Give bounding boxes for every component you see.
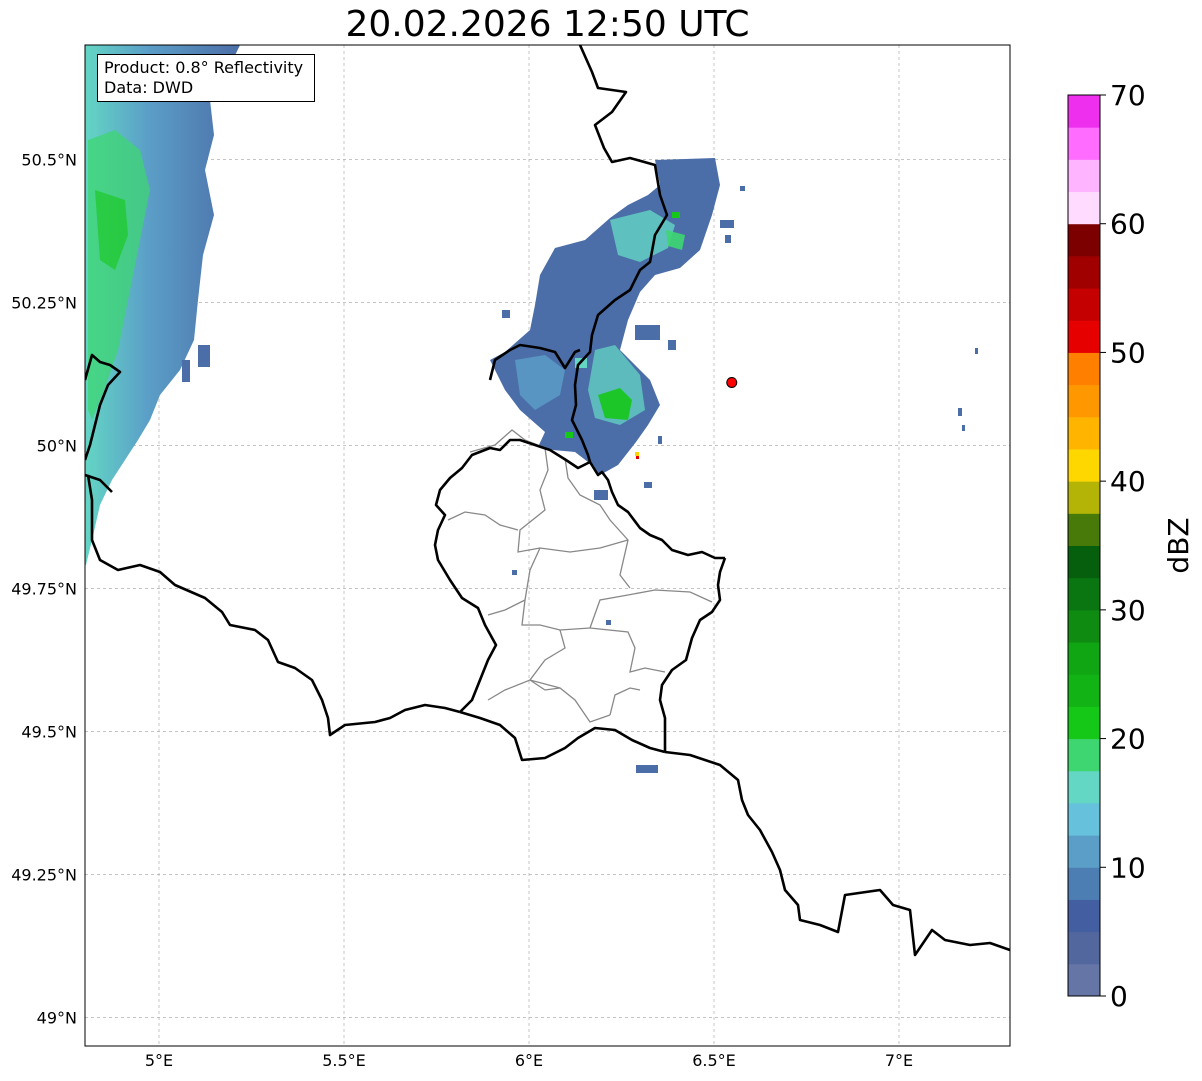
map-frame [84,44,1011,1047]
echo-fleck [962,425,965,431]
colorbar-segment [1068,481,1100,514]
lat-tick-label: 50.25°N [11,293,77,312]
lat-tick-label: 49.25°N [11,865,77,884]
lat-tick-label: 49.5°N [21,722,77,741]
colorbar-segment [1068,931,1100,965]
colorbar-segment [1068,384,1100,418]
country-borders [85,45,1010,957]
echo-fleck [635,325,660,340]
lat-tick-label: 50°N [37,436,77,455]
echo-fleck [658,436,662,444]
colorbar-segment [1068,223,1100,257]
colorbar-segment [1068,127,1100,160]
colorbar-segment [1068,577,1100,611]
border-belgium-netherlands [85,473,113,493]
colorbar-segment [1068,416,1100,450]
echo-fleck [720,220,734,228]
colorbar-segment [1068,320,1100,353]
colorbar-segment [1068,448,1100,482]
echo-fleck [958,408,962,416]
colorbar-tick-label: 60 [1110,208,1146,241]
border-france-germany [664,750,1010,957]
colorbar-tick-label: 40 [1110,465,1146,498]
echo-west-strong [95,190,128,270]
colorbar-segment [1068,963,1100,997]
colorbar-segment [1068,545,1100,579]
colorbar-segment [1068,706,1100,740]
lat-tick-label: 50.5°N [21,150,77,169]
colorbar-tick-label: 10 [1110,851,1146,884]
echo-fleck [502,310,510,318]
radar-site-marker [726,376,738,388]
product-label: Product: 0.8° Reflectivity [104,58,304,77]
echo-fleck [740,186,745,191]
echo-fleck [512,570,517,575]
border-west-edge [85,353,122,461]
lat-tick-label: 49°N [37,1008,77,1027]
map-background [85,45,1010,1046]
lon-tick-label: 5°E [145,1051,173,1070]
colorbar-segment [1068,255,1100,289]
echo-fleck-green [565,432,573,438]
colorbar-segment [1068,159,1100,193]
colorbar-segment [1068,835,1100,868]
echo-central-cyan [515,355,565,410]
lon-tick-label: 6.5°E [692,1051,736,1070]
colorbar-segment [1068,609,1100,643]
colorbar-segment [1068,191,1100,225]
colorbar-segment [1068,288,1100,321]
echo-fleck [644,482,652,488]
colorbar-segment [1068,513,1100,546]
colorbar-segment [1068,674,1100,707]
colorbar: 0 10 20 30 40 50 60 70 dBZ [1067,79,1195,1013]
lon-tick-label: 7°E [885,1051,913,1070]
border-luxembourg-france [459,710,666,762]
echo-central-green [598,388,632,420]
radar-echoes [85,45,978,773]
border-belgium-germany-north [488,343,581,381]
colorbar-segment [1068,95,1100,128]
canton-borders [447,429,713,723]
colorbar-segment [1068,899,1100,933]
colorbar-segment [1068,802,1100,836]
lat-tick-label: 49.75°N [11,579,77,598]
echo-fleck-red [636,456,639,459]
data-source-label: Data: DWD [104,78,194,97]
colorbar-tick-label: 20 [1110,723,1146,756]
echo-fleck [606,620,611,625]
colorbar-tick-label: 30 [1110,594,1146,627]
colorbar-segment [1068,738,1100,772]
colorbar-label: dBZ [1162,517,1195,573]
echo-central-cyan [610,210,675,262]
echo-central-green [666,230,685,250]
colorbar-tick-label: 50 [1110,336,1146,369]
border-belgium-france [86,474,461,737]
echo-fleck-yellow [635,452,639,456]
echo-west-fleck [182,360,190,382]
colorbar-tick-label: 70 [1110,79,1146,112]
colorbar-frame [1067,94,1101,997]
colorbar-segment [1068,352,1100,386]
border-luxembourg-belgium [433,438,591,713]
lon-tick-label: 6°E [515,1051,543,1070]
axis-tick-labels: 5°E 5.5°E 6°E 6.5°E 7°E 50.5°N 50.25°N 50°N 49.7… [11,150,913,1070]
echo-fleck-green [672,212,680,218]
echo-west-fleck [198,345,210,367]
colorbar-segment [1068,867,1100,900]
colorbar-segment [1068,642,1100,675]
map-title: 20.02.2026 12:50 UTC [345,4,750,45]
echo-fleck [668,340,676,350]
lon-tick-label: 5.5°E [322,1051,366,1070]
echo-fleck [636,765,658,773]
product-info-box: Product: 0.8° Reflectivity Data: DWD [97,54,315,102]
border-luxembourg-germany [658,557,727,752]
colorbar-segment [1068,770,1100,804]
colorbar-tick-label: 0 [1110,980,1128,1013]
echo-fleck [725,235,731,243]
echo-fleck [594,490,608,500]
border-belgium-germany [570,45,725,560]
echo-fleck [975,348,978,354]
